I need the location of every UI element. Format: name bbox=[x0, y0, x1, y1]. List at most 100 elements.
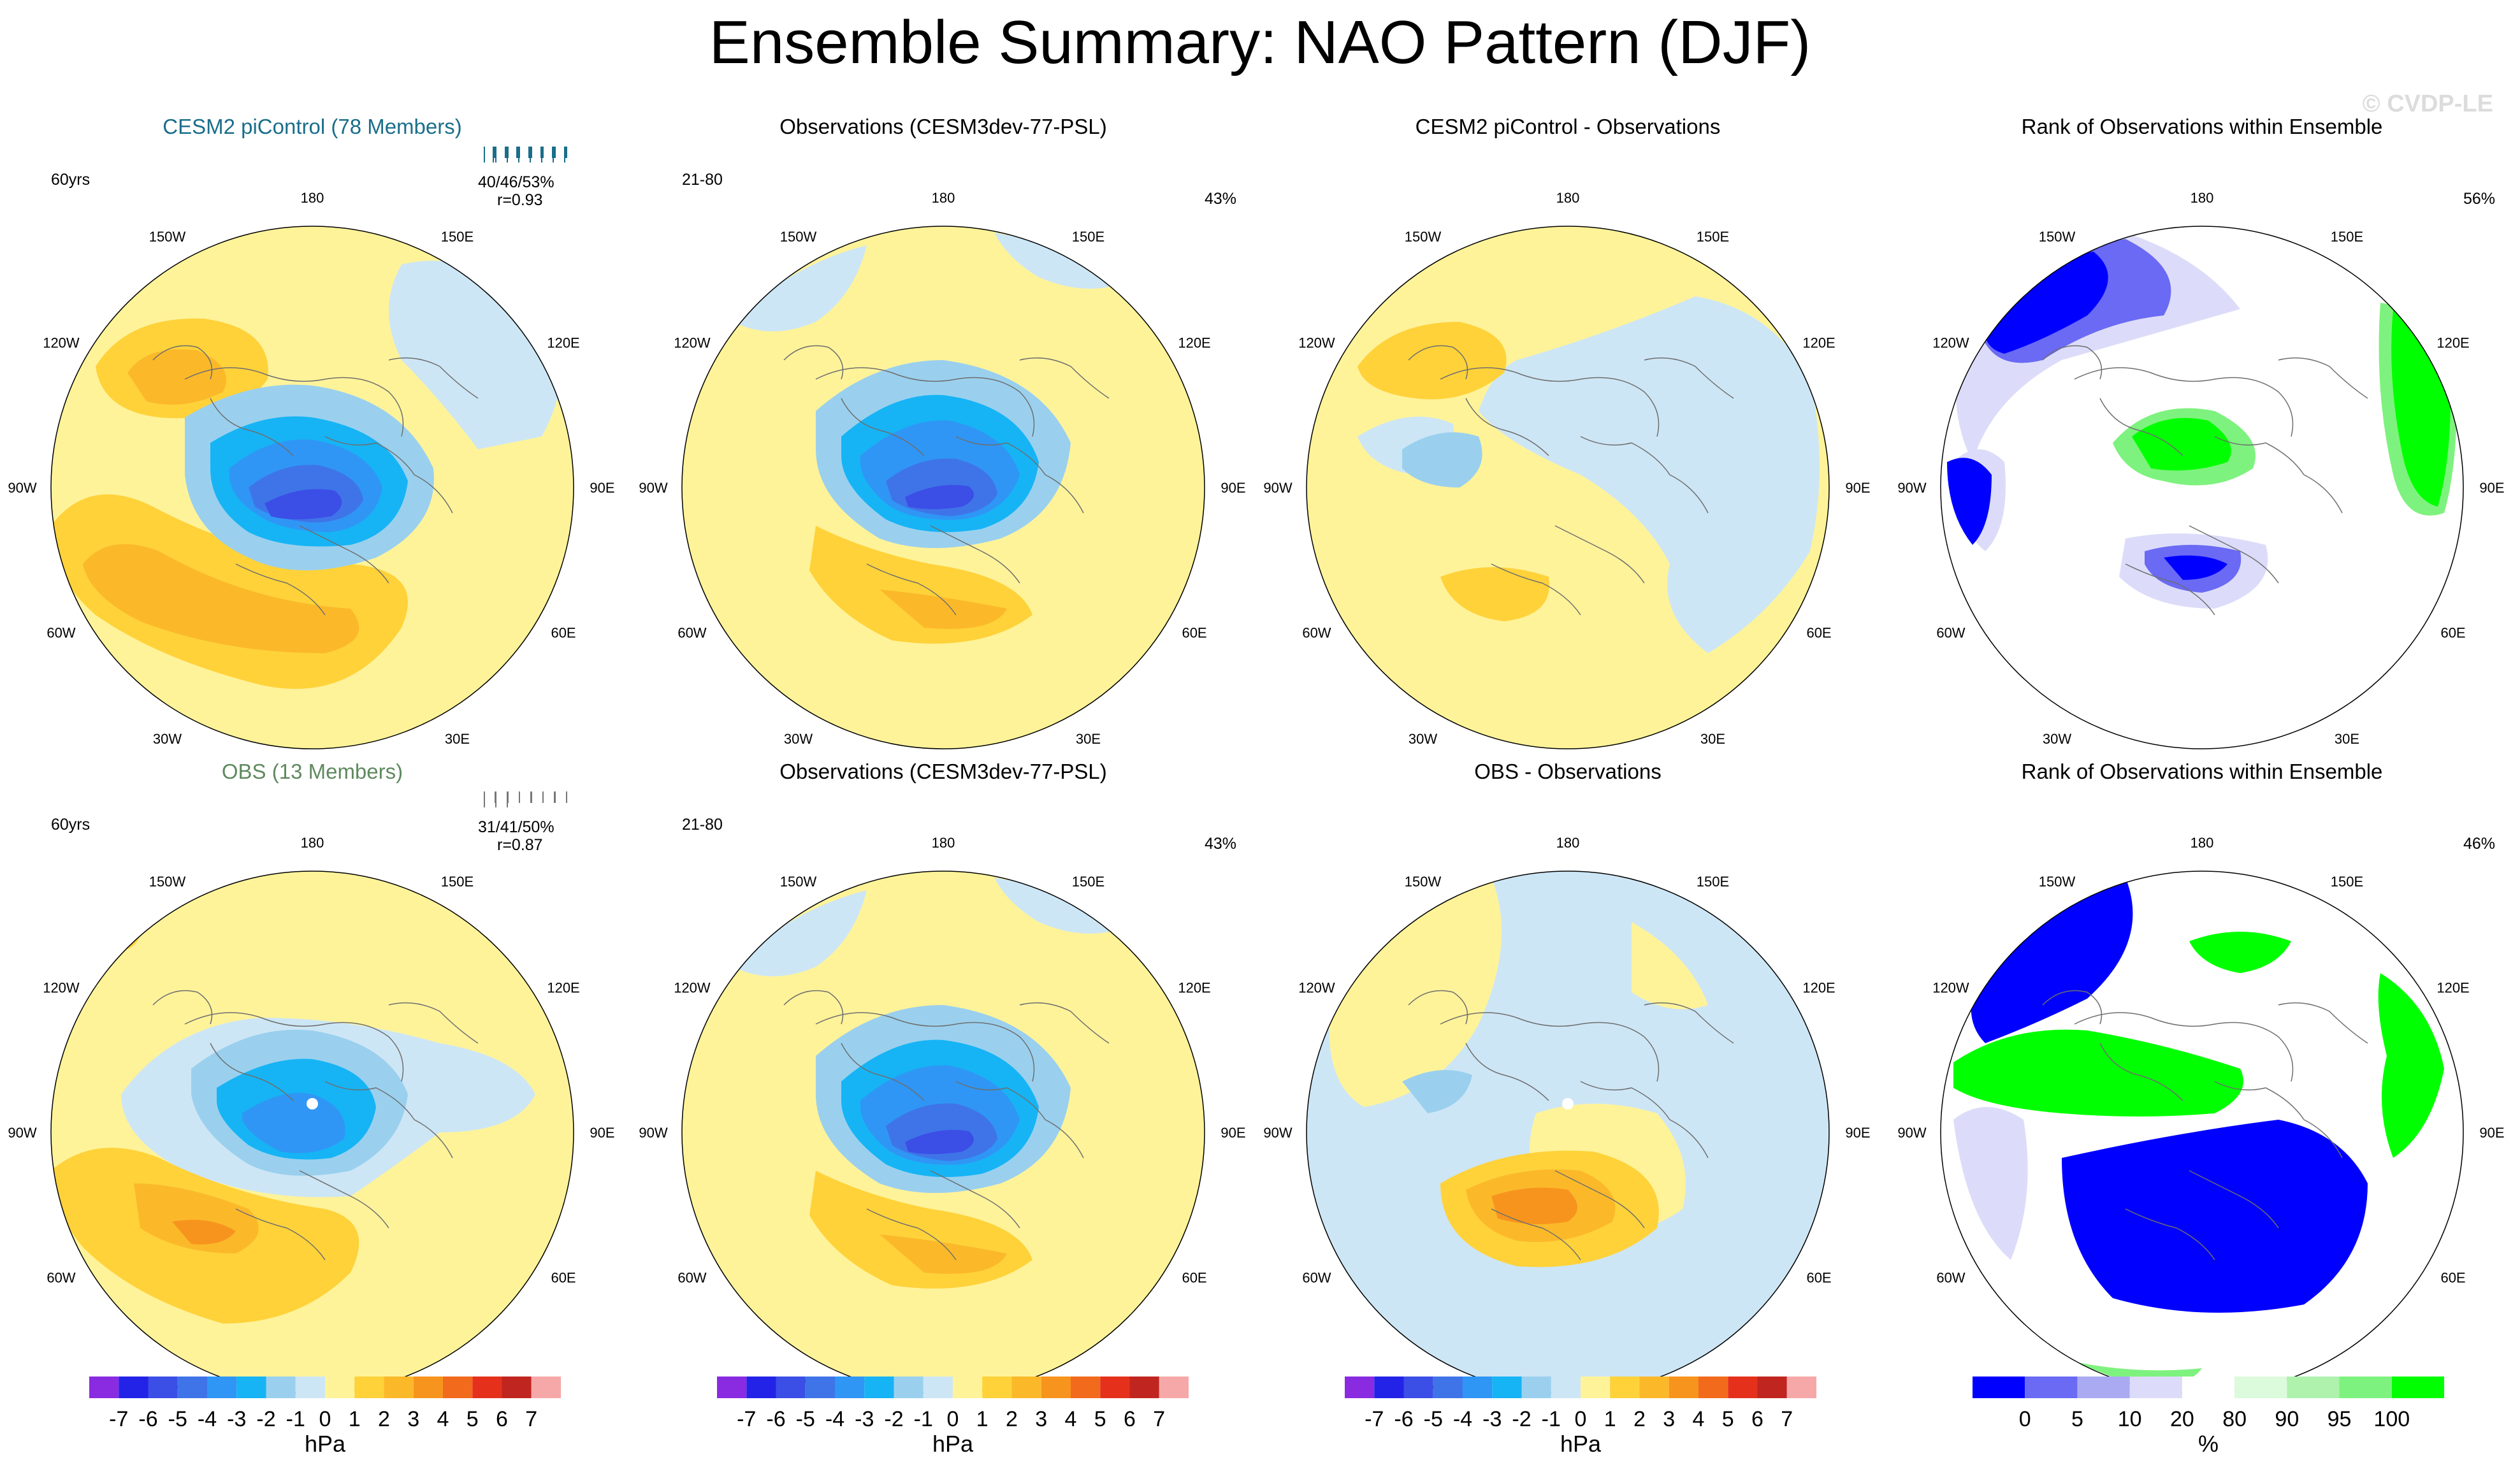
colorbar-swatch bbox=[835, 1377, 865, 1398]
longitude-label: 150W bbox=[780, 229, 817, 245]
coastline bbox=[324, 1081, 453, 1159]
colorbar-tick-label: 3 bbox=[407, 1407, 419, 1431]
colorbar-tick-label: -6 bbox=[138, 1407, 157, 1431]
panel-title: OBS (13 Members) bbox=[221, 760, 403, 783]
panel-3: CESM2 piControl - Observations 180 150E 120… bbox=[1256, 115, 1880, 758]
colorbar-swatch bbox=[982, 1377, 1012, 1398]
coastline bbox=[1019, 357, 1110, 399]
polar-map: 180150E120E90E60E30E030W60W90W120W150W bbox=[8, 147, 615, 749]
longitude-label: 150E bbox=[1072, 229, 1104, 245]
longitude-label: 120E bbox=[547, 980, 579, 996]
longitude-label: 60E bbox=[1806, 625, 1831, 641]
coastline bbox=[1580, 436, 1709, 514]
colorbar-swatch bbox=[1345, 1377, 1375, 1398]
longitude-label: 60W bbox=[1302, 1270, 1331, 1286]
longitude-label: 180 bbox=[1556, 190, 1580, 206]
contour-region bbox=[905, 485, 974, 509]
panel-title: CESM2 piControl (78 Members) bbox=[163, 115, 462, 138]
longitude-label: 90E bbox=[1845, 480, 1870, 496]
colorbar-swatch bbox=[1011, 1377, 1041, 1398]
colorbar-swatch bbox=[776, 1377, 806, 1398]
colorbar-tick-label: -2 bbox=[884, 1407, 903, 1431]
colorbar-tick-label: -5 bbox=[796, 1407, 815, 1431]
longitude-label: 60W bbox=[677, 625, 706, 641]
colorbar-tick-label: -1 bbox=[286, 1407, 305, 1431]
coastline bbox=[2189, 525, 2279, 584]
map-boundary bbox=[1306, 226, 1830, 749]
contour-region bbox=[242, 1093, 345, 1153]
panel-title: OBS - Observations bbox=[1474, 760, 1662, 783]
colorbar-tick-label: 5 bbox=[1094, 1407, 1106, 1431]
colorbar-swatch bbox=[1492, 1377, 1522, 1398]
panel-percent-label: 46% bbox=[2463, 835, 2495, 853]
coastline bbox=[1019, 1002, 1110, 1044]
longitude-label: 150W bbox=[149, 229, 186, 245]
longitude-label: 90W bbox=[8, 480, 36, 496]
longitude-label: 60E bbox=[1806, 1270, 1831, 1286]
longitude-label: 60W bbox=[1302, 625, 1331, 641]
longitude-label: 150E bbox=[1072, 874, 1104, 890]
colorbar-tick-label: 0 bbox=[2019, 1407, 2031, 1431]
longitude-label: 90E bbox=[2479, 480, 2504, 496]
ensemble-rug bbox=[484, 791, 567, 807]
longitude-label: 150E bbox=[2331, 874, 2363, 890]
coastline bbox=[1644, 357, 1734, 399]
longitude-label: 150W bbox=[149, 874, 186, 890]
colorbar-tick-label: 5 bbox=[1722, 1407, 1734, 1431]
contour-region bbox=[2132, 417, 2231, 471]
longitude-label: 30W bbox=[2043, 731, 2071, 747]
colorbar-tick-label: 2 bbox=[1006, 1407, 1018, 1431]
longitude-label: 150W bbox=[1405, 229, 1442, 245]
polar-map: 180150E120E90E60E30E030W60W90W120W150W bbox=[639, 190, 1246, 749]
colorbar-tick-label: 2 bbox=[378, 1407, 390, 1431]
colorbar-swatch bbox=[502, 1377, 532, 1398]
longitude-label: 180 bbox=[2191, 835, 2214, 851]
colorbar-swatch bbox=[413, 1377, 443, 1398]
coastline bbox=[2125, 1208, 2215, 1261]
panel-percent-label: 43% bbox=[1204, 190, 1236, 208]
panel-7: OBS - Observations180150E120E90E60E30E03… bbox=[1256, 760, 1880, 1403]
coastline bbox=[2189, 1170, 2279, 1229]
coastline bbox=[930, 525, 1020, 584]
longitude-label: 90E bbox=[2479, 1125, 2504, 1141]
longitude-label: 150W bbox=[1405, 874, 1442, 890]
panel-stat-percentiles: 31/41/50% bbox=[478, 818, 554, 836]
longitude-label: 150W bbox=[2039, 874, 2076, 890]
coastline bbox=[1644, 1002, 1734, 1044]
colorbar-tick-label: -1 bbox=[1542, 1407, 1561, 1431]
polar-map: 180150E120E90E60E30E030W60W90W120W150W bbox=[1263, 190, 1871, 749]
colorbar-swatch bbox=[1100, 1377, 1130, 1398]
longitude-label: 60E bbox=[2440, 1270, 2465, 1286]
colorbar-tick-label: -2 bbox=[256, 1407, 275, 1431]
colorbar-tick-label: -6 bbox=[766, 1407, 785, 1431]
panel-period-label: 60yrs bbox=[51, 171, 91, 189]
panel-period-label: 21-80 bbox=[682, 816, 723, 834]
colorbar-tick-label: 1 bbox=[976, 1407, 988, 1431]
coastline bbox=[1554, 1170, 1645, 1229]
colorbar-swatch bbox=[2129, 1377, 2182, 1398]
panel-stat-percentiles: 40/46/53% bbox=[478, 173, 554, 191]
colorbar-tick-label: -4 bbox=[198, 1407, 217, 1431]
longitude-label: 90E bbox=[590, 480, 614, 496]
panel-8: Rank of Observations within Ensemble 46% 1… bbox=[1890, 760, 2514, 1403]
colorbar-swatch bbox=[2182, 1377, 2235, 1398]
longitude-label: 180 bbox=[2191, 190, 2214, 206]
contour-region bbox=[733, 890, 867, 976]
longitude-label: 60E bbox=[2440, 625, 2465, 641]
coastline bbox=[841, 398, 925, 456]
polar-map: 180150E120E90E60E30E030W60W90W120W150W bbox=[1897, 190, 2505, 749]
panel-percent-label: 43% bbox=[1204, 835, 1236, 853]
colorbar-tick-label: 4 bbox=[1693, 1407, 1705, 1431]
colorbar-swatch bbox=[2234, 1377, 2287, 1398]
coastline bbox=[2278, 357, 2368, 399]
map-boundary bbox=[50, 226, 574, 749]
longitude-label: 180 bbox=[932, 190, 955, 206]
colorbar-swatch bbox=[1639, 1377, 1669, 1398]
coastline bbox=[210, 398, 294, 456]
longitude-label: 180 bbox=[301, 190, 324, 206]
colorbar-swatch bbox=[119, 1377, 148, 1398]
longitude-label: 120E bbox=[1178, 980, 1210, 996]
colorbar-tick-label: -1 bbox=[914, 1407, 933, 1431]
contour-region bbox=[264, 489, 342, 519]
contour-region bbox=[1984, 252, 2108, 354]
